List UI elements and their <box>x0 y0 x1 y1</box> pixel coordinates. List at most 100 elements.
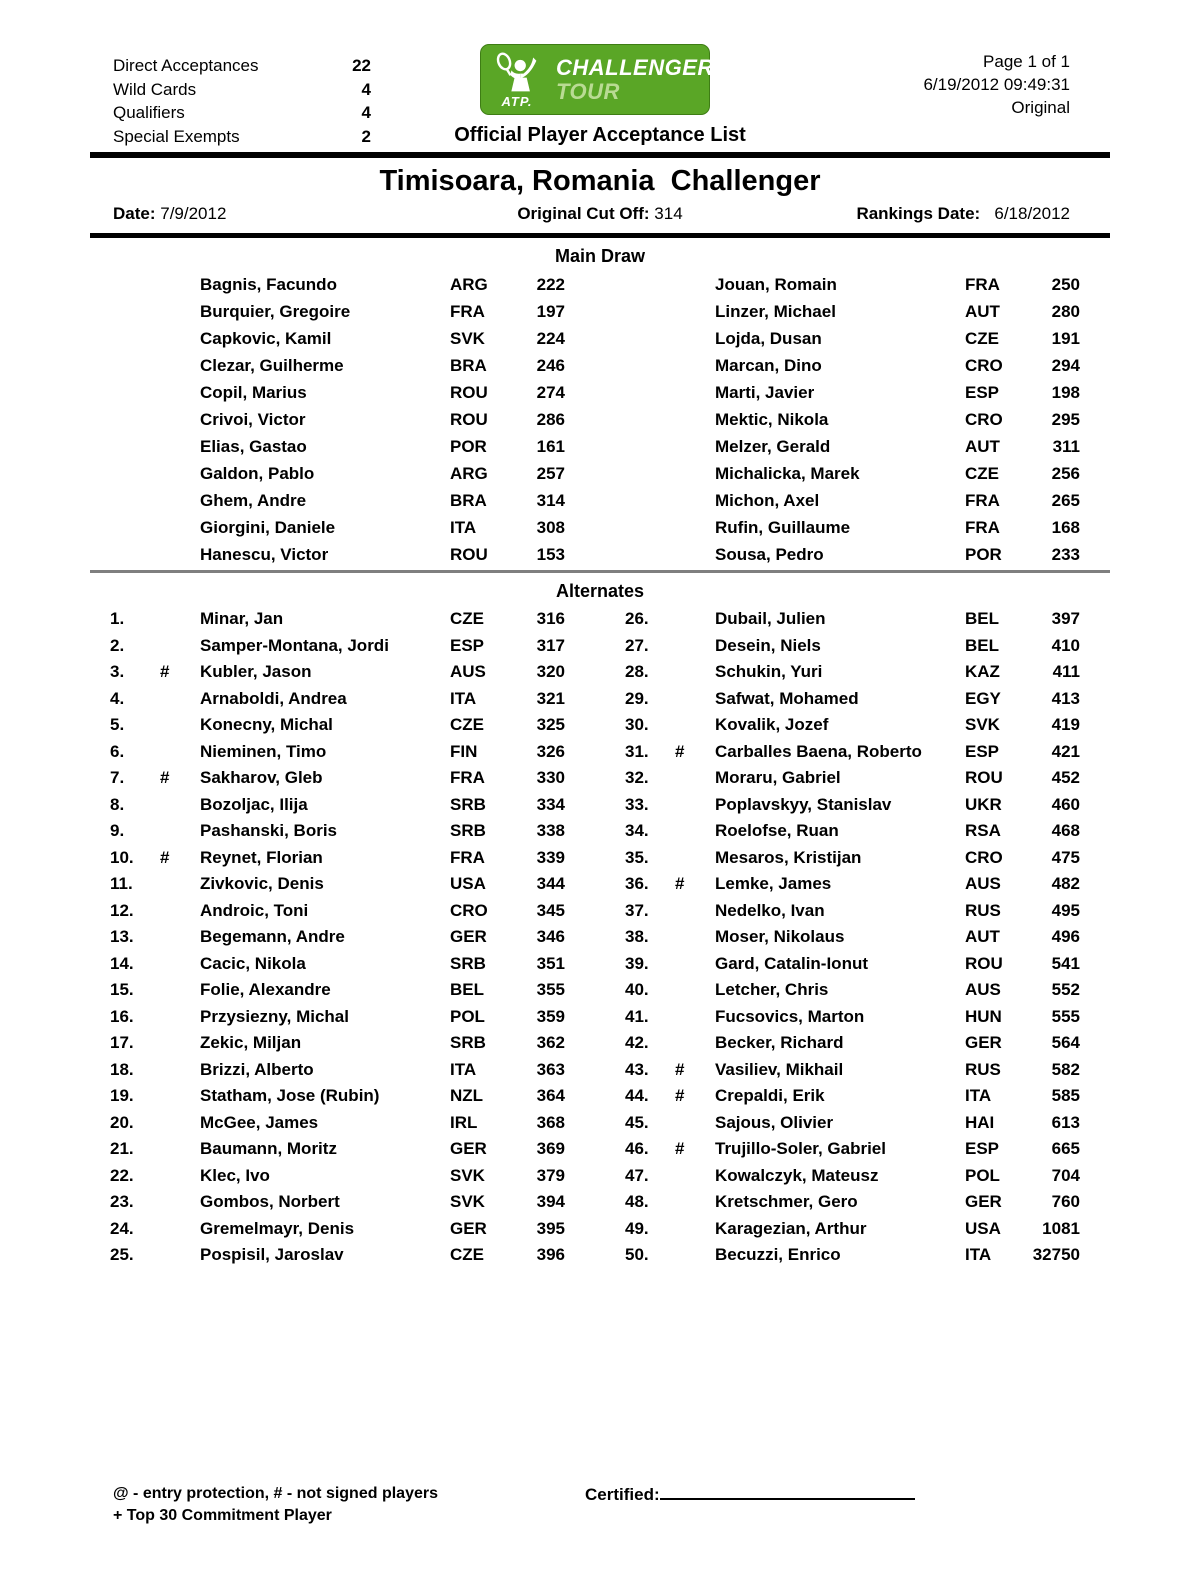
player-row: 18. Brizzi, Alberto ITA 363 <box>110 1057 565 1084</box>
player-country: ITA <box>450 517 477 537</box>
player-country: NZL <box>450 1086 484 1106</box>
player-country: GER <box>450 1218 487 1238</box>
player-num: 6. <box>110 741 125 761</box>
player-name: Trujillo-Soler, Gabriel <box>715 1139 886 1159</box>
player-num: 4. <box>110 688 125 708</box>
player-name: Letcher, Chris <box>715 980 829 1000</box>
player-country: CRO <box>450 900 488 920</box>
player-name: Arnaboldi, Andrea <box>200 688 347 708</box>
player-rank: 338 <box>536 821 565 841</box>
player-name: Minar, Jan <box>200 609 284 629</box>
alternates-table-right-column: 26. Dubail, Julien BEL 397 27. Desein, Niels B… <box>605 606 1080 1269</box>
summary-label: Direct Acceptances <box>113 56 259 75</box>
player-rank: 317 <box>536 635 565 655</box>
player-rank: 363 <box>536 1059 565 1079</box>
player-country: SVK <box>965 715 1000 735</box>
player-num: 9. <box>110 821 125 841</box>
section-divider <box>90 233 1110 238</box>
player-rank: 250 <box>1051 274 1080 294</box>
player-rank: 334 <box>536 794 565 814</box>
certified-block: Certified: <box>585 1483 915 1505</box>
original-cutoff: Original Cut Off: 314 <box>90 204 1110 224</box>
atp-player-icon: ATP. <box>491 51 543 108</box>
player-name: McGee, James <box>200 1112 319 1132</box>
player-rank: 395 <box>536 1218 565 1238</box>
main-draw-table: Bagnis, Facundo ARG 222 Burquier, Gregoire F… <box>90 271 1110 568</box>
player-country: HAI <box>965 1112 995 1132</box>
player-country: BEL <box>965 635 999 655</box>
player-name: Marti, Javier <box>715 382 815 402</box>
player-row: 23. Gombos, Norbert SVK 394 <box>110 1189 565 1216</box>
player-rank: 286 <box>536 409 565 429</box>
player-country: CZE <box>450 715 484 735</box>
player-rank: 274 <box>536 382 565 402</box>
player-name: Nedelko, Ivan <box>715 900 825 920</box>
player-name: Elias, Gastao <box>200 436 307 456</box>
player-rank: 704 <box>1051 1165 1080 1185</box>
player-row: 2. Samper-Montana, Jordi ESP 317 <box>110 633 565 660</box>
summary-value: 4 <box>361 103 371 122</box>
alternates-heading: Alternates <box>555 581 645 601</box>
player-rank: 257 <box>536 463 565 483</box>
player-rank: 344 <box>536 874 565 894</box>
player-num: 44. <box>625 1086 649 1106</box>
player-name: Gremelmayr, Denis <box>200 1218 355 1238</box>
rankings-date-value: 6/18/2012 <box>994 204 1070 223</box>
player-num: 13. <box>110 927 134 947</box>
player-rank: 419 <box>1051 715 1080 735</box>
player-flag: # <box>675 1059 685 1079</box>
player-num: 21. <box>110 1139 134 1159</box>
player-row: Elias, Gastao POR 161 <box>110 433 565 460</box>
player-name: Ghem, Andre <box>200 490 307 510</box>
player-num: 27. <box>625 635 649 655</box>
player-name: Schukin, Yuri <box>715 662 823 682</box>
player-num: 10. <box>110 847 134 867</box>
player-row: 40. Letcher, Chris AUS 552 <box>625 977 1080 1004</box>
player-row: Jouan, Romain FRA 250 <box>625 271 1080 298</box>
player-flag: # <box>675 874 685 894</box>
player-num: 23. <box>110 1192 134 1212</box>
player-rank: 379 <box>536 1165 565 1185</box>
player-country: BRA <box>450 355 487 375</box>
player-country: UKR <box>965 794 1002 814</box>
player-rank: 198 <box>1051 382 1080 402</box>
summary-label: Special Exempts <box>113 126 240 146</box>
player-num: 46. <box>625 1139 649 1159</box>
player-row: 41. Fucsovics, Marton HUN 555 <box>625 1004 1080 1031</box>
player-row: 50. Becuzzi, Enrico ITA 32750 <box>625 1242 1080 1269</box>
player-name: Nieminen, Timo <box>200 741 327 761</box>
player-name: Baumann, Moritz <box>200 1139 337 1159</box>
player-row: 37. Nedelko, Ivan RUS 495 <box>625 898 1080 925</box>
player-name: Fucsovics, Marton <box>715 1006 865 1026</box>
player-country: CRO <box>965 847 1003 867</box>
player-country: CRO <box>965 355 1003 375</box>
player-flag: # <box>160 662 170 682</box>
player-country: IRL <box>450 1112 478 1132</box>
player-rank: 197 <box>536 301 565 321</box>
player-row: 45. Sajous, Olivier HAI 613 <box>625 1110 1080 1137</box>
player-name: Moraru, Gabriel <box>715 768 841 788</box>
player-country: HUN <box>965 1006 1002 1026</box>
player-row: 25. Pospisil, Jaroslav CZE 396 <box>110 1242 565 1269</box>
player-country: AUS <box>965 980 1001 1000</box>
player-name: Pospisil, Jaroslav <box>200 1245 344 1265</box>
player-row: 21. Baumann, Moritz GER 369 <box>110 1136 565 1163</box>
page-header: Direct Acceptances 22 Wild Cards 4 Quali… <box>90 0 1110 152</box>
player-num: 7. <box>110 768 125 788</box>
summary-row: Qualifiers 4 <box>113 101 371 125</box>
player-row: Galdon, Pablo ARG 257 <box>110 460 565 487</box>
player-name: Sousa, Pedro <box>715 544 824 564</box>
player-num: 2. <box>110 635 125 655</box>
player-rank: 355 <box>536 980 565 1000</box>
summary-row: Wild Cards 4 <box>113 78 371 102</box>
player-country: POR <box>450 436 487 456</box>
header-divider <box>90 152 1110 158</box>
summary-row: Direct Acceptances 22 <box>113 54 371 78</box>
player-rank: 411 <box>1052 662 1080 682</box>
certified-label: Certified: <box>585 1485 660 1504</box>
player-country: RSA <box>965 821 1001 841</box>
document-title: Official Player Acceptance List <box>454 124 746 146</box>
player-rank: 280 <box>1051 301 1080 321</box>
player-rank: 1081 <box>1042 1218 1080 1238</box>
summary-value: 4 <box>361 79 371 99</box>
